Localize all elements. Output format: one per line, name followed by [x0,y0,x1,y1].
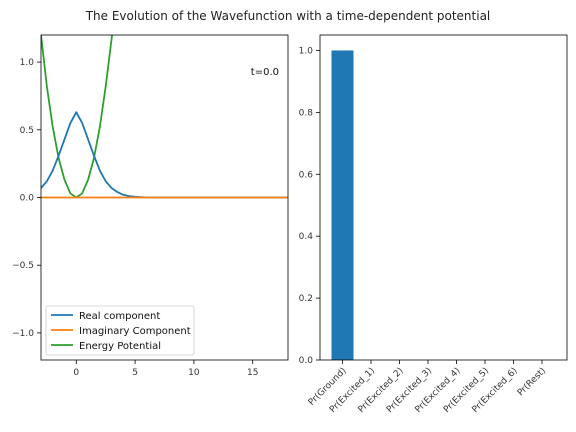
right-y-tick-label: 0.0 [299,356,314,366]
right-x-tick-label: Pr(Rest) [516,366,548,398]
left-x-tick-label: 5 [132,368,138,378]
legend-label-imaginary: Imaginary Component [79,326,191,337]
left-x-tick-label: 10 [188,368,200,378]
series-line-real [41,111,288,199]
right-y-tick-label: 0.6 [299,170,314,180]
time-annotation: t=0.0 [251,67,279,78]
probability-bar-chart: 0.00.20.40.60.81.0Pr(Ground)Pr(Excited_1… [299,34,568,415]
wavefunction-plot: 0 5 10 15 −1.0 −0.5 0.0 0.5 1.0 t=0.0 Real compo… [12,34,289,378]
legend-label-potential: Energy Potential [79,341,161,352]
left-axis-ticks: 0 5 10 15 −1.0 −0.5 0.0 0.5 1.0 [12,58,258,378]
right-axes-frame [319,34,568,361]
left-series-lines [41,35,288,199]
left-y-tick-label: −0.5 [12,261,34,271]
series-line-potential [41,35,113,199]
left-x-tick-label: 15 [247,368,258,378]
left-y-tick-label: 0.5 [20,126,34,136]
figure-title: The Evolution of the Wavefunction with a… [85,9,491,23]
right-y-tick-label: 1.0 [299,46,314,56]
bar [331,50,354,360]
left-x-tick-label: 0 [73,368,79,378]
left-axes-frame [40,34,289,361]
right-bars [331,50,354,360]
right-y-tick-label: 0.8 [299,108,314,118]
left-y-tick-label: 0.0 [20,194,35,204]
right-y-tick-label: 0.4 [299,232,314,242]
left-y-tick-label: 1.0 [20,58,35,68]
left-y-tick-label: −1.0 [12,329,34,339]
legend: Real component Imaginary Component Energ… [45,305,195,356]
legend-label-real: Real component [79,311,160,322]
right-y-tick-label: 0.2 [299,294,313,304]
legend-box [45,305,195,356]
